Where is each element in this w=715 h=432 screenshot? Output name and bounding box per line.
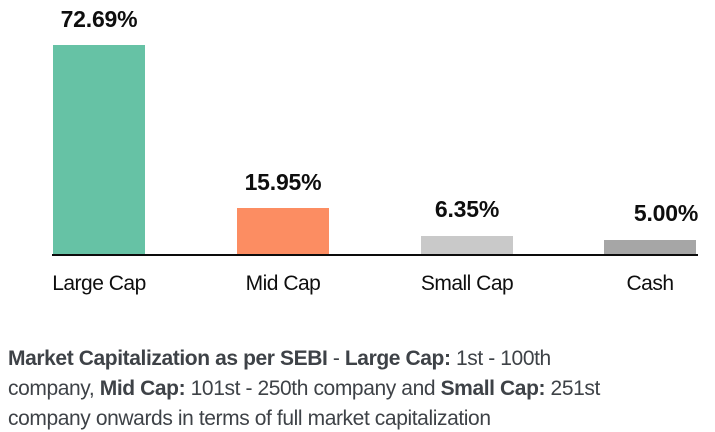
bar-column-cash: 5.00% — [604, 0, 699, 254]
bar-small-cap — [421, 235, 513, 254]
footnote-line-3: company onwards in terms of full market … — [8, 407, 491, 430]
bar-cash — [604, 239, 696, 254]
bar-mid-cap — [237, 208, 329, 254]
x-axis-label-small-cap: Small Cap — [420, 272, 514, 295]
bar-column-mid-cap: 15.95% — [237, 0, 329, 254]
value-label-mid-cap: 15.95% — [244, 168, 322, 195]
x-axis-label-cash: Cash — [626, 272, 674, 295]
x-axis-line — [52, 254, 698, 256]
bar-chart: 72.69% 15.95% 6.35% 5.00% Large Cap Mid … — [52, 0, 699, 295]
value-label-small-cap: 6.35% — [434, 196, 500, 223]
footnote-line-1: Market Capitalization as per SEBI - Larg… — [8, 347, 551, 370]
footnote-line-2: company, Mid Cap: 101st - 250th company … — [8, 377, 600, 400]
value-label-cash: 5.00% — [633, 200, 699, 227]
bar-column-small-cap: 6.35% — [421, 0, 513, 254]
footnote: Market Capitalization as per SEBI - Larg… — [8, 344, 712, 432]
bar-large-cap — [53, 45, 145, 254]
x-axis-label-mid-cap: Mid Cap — [245, 272, 321, 295]
bar-column-large-cap: 72.69% — [53, 0, 145, 254]
value-label-large-cap: 72.69% — [60, 5, 138, 32]
x-axis-label-large-cap: Large Cap — [52, 272, 146, 295]
